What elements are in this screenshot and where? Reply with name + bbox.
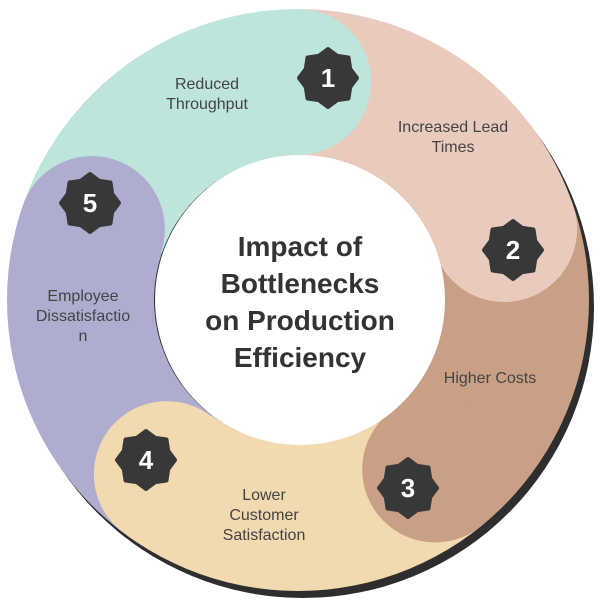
label-line: n xyxy=(78,328,88,345)
label-lower-customer-satisfaction: Lower Customer Satisfaction xyxy=(223,486,306,546)
badge-star-icon xyxy=(59,172,121,234)
label-increased-lead-times: Increased Lead Times xyxy=(398,118,508,158)
badge-3: 3 xyxy=(377,457,439,519)
badge-star-icon xyxy=(115,429,177,491)
badge-number: 3 xyxy=(401,473,415,503)
label-higher-costs: Higher Costs xyxy=(444,369,536,389)
label-line: Throughput xyxy=(166,96,248,113)
badge-5: 5 xyxy=(59,172,121,234)
badge-number: 2 xyxy=(506,235,520,265)
title-line: Impact of xyxy=(237,231,363,262)
badge-1: 1 xyxy=(297,47,359,109)
badge-number: 4 xyxy=(139,445,154,475)
segment-cap-1 xyxy=(225,9,371,155)
badge-star-icon xyxy=(377,457,439,519)
label-line: Satisfaction xyxy=(222,527,306,544)
segment-cap-3 xyxy=(362,396,509,543)
center-title: Impact of Bottlenecks on Production Effi… xyxy=(205,228,395,376)
label-line: Higher Costs xyxy=(443,370,537,387)
badge-number: 1 xyxy=(321,63,335,93)
badge-2: 2 xyxy=(482,219,544,281)
label-line: Reduced xyxy=(174,76,240,93)
label-line: Times xyxy=(431,139,475,156)
title-line: Efficiency xyxy=(233,342,367,373)
label-line: Employee xyxy=(47,288,119,305)
label-line: Dissatisfactio xyxy=(35,308,131,325)
title-line: on Production xyxy=(205,305,395,336)
badge-star-icon xyxy=(482,219,544,281)
label-line: Increased Lead xyxy=(397,119,509,136)
title-line: Bottlenecks xyxy=(220,268,380,299)
label-employee-dissatisfaction: Employee Dissatisfactio n xyxy=(36,287,130,347)
badge-4: 4 xyxy=(115,429,177,491)
label-line: Lower xyxy=(242,487,286,504)
center-circle xyxy=(155,155,445,445)
badge-star-icon xyxy=(297,47,359,109)
label-reduced-throughput: Reduced Throughput xyxy=(166,75,248,115)
badge-number: 5 xyxy=(83,188,97,218)
label-line: Customer xyxy=(229,507,299,524)
